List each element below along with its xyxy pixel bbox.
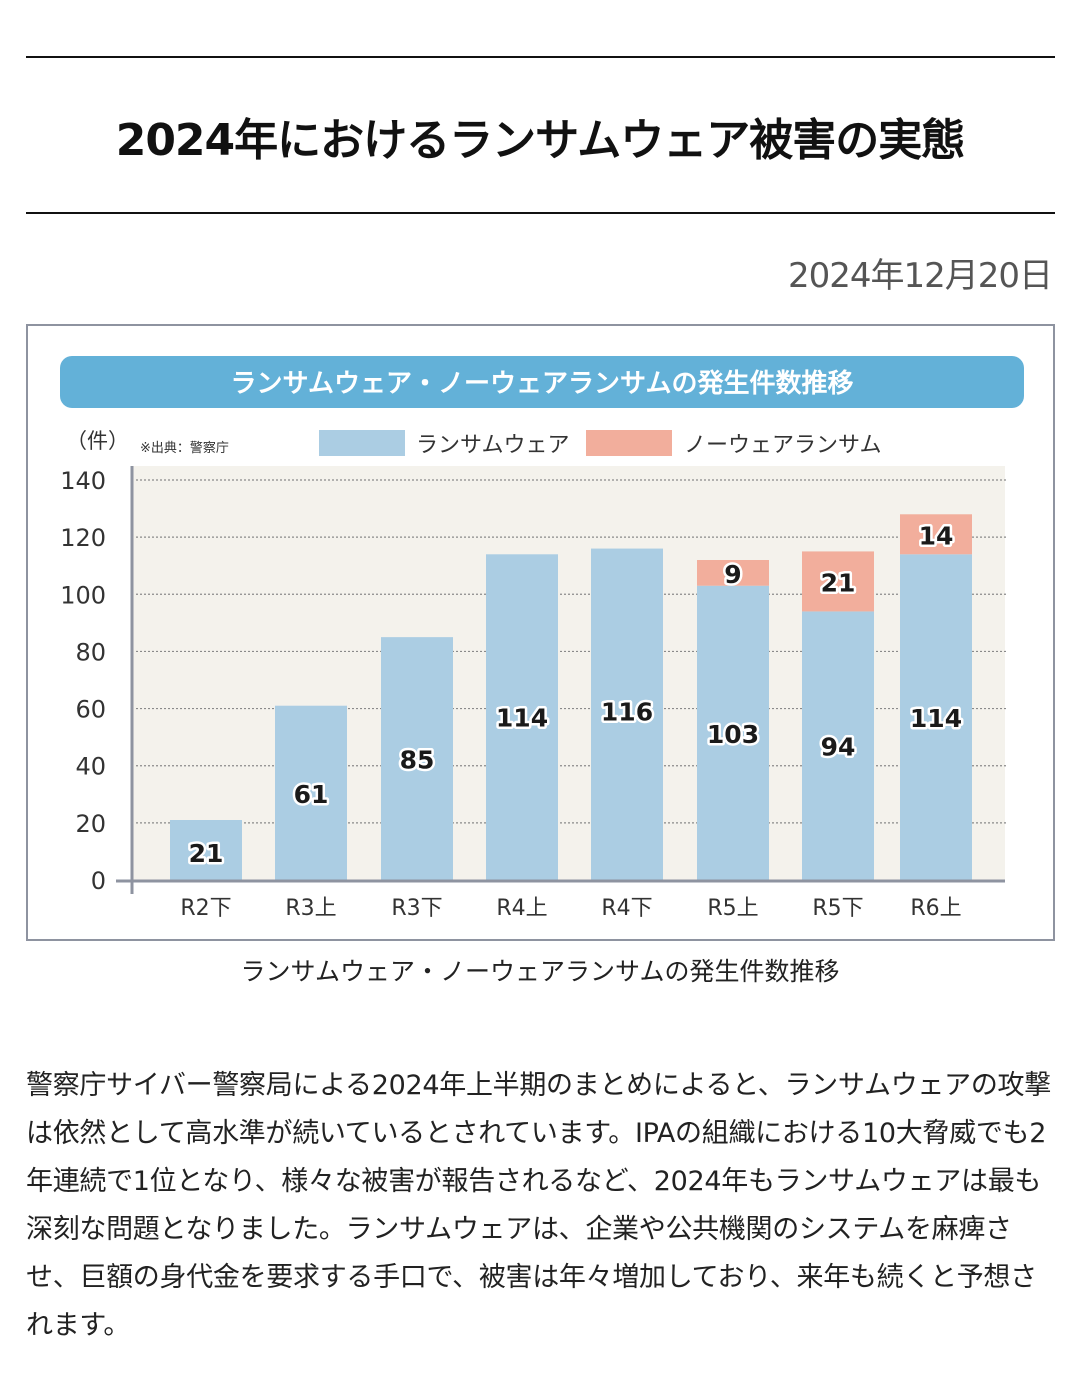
bar-ransomware	[802, 611, 874, 880]
chart-title: ランサムウェア・ノーウェアランサムの発生件数推移	[231, 369, 854, 399]
x-tick-label: R3上	[285, 896, 336, 921]
y-tick-label: 80	[75, 638, 106, 666]
y-tick-label: 40	[75, 753, 106, 781]
x-tick-label: R4下	[601, 896, 652, 921]
bar-ransomware	[381, 637, 453, 880]
bar-ransomware	[900, 554, 972, 880]
plot-area	[132, 466, 1005, 880]
top-rule	[26, 56, 1055, 58]
bar-noware	[802, 551, 874, 612]
chart-figure: ランサムウェア・ノーウェアランサムの発生件数推移 （件） ※出典：警察庁 ランサ…	[26, 324, 1055, 941]
x-tick-label: R4上	[496, 896, 547, 921]
x-tick-label: R6上	[910, 896, 961, 921]
data-label: 9	[724, 560, 741, 589]
y-tick-label: 0	[91, 867, 106, 895]
bar-ransomware	[275, 705, 347, 880]
publish-date: 2024年12月20日	[787, 256, 1053, 296]
legend-label-ransomware: ランサムウェア	[416, 433, 570, 458]
data-label: 114	[496, 703, 548, 732]
bar-ransomware	[591, 548, 663, 880]
bar-ransomware	[697, 585, 769, 880]
data-label: 94	[821, 733, 856, 762]
article-paragraph: 警察庁サイバー警察局による2024年上半期のまとめによると、ランサムウェアの攻撃…	[26, 1070, 1051, 1341]
data-label: 85	[400, 746, 435, 775]
bar-ransomware	[170, 820, 242, 880]
data-label: 61	[294, 780, 329, 809]
bar-ransomware	[486, 554, 558, 880]
legend-swatch-noware	[586, 430, 672, 456]
source-note: ※出典：警察庁	[140, 440, 229, 456]
x-tick-label: R5上	[707, 896, 758, 921]
y-tick-label: 60	[75, 696, 106, 724]
data-label: 21	[821, 568, 856, 597]
x-tick-label: R2下	[180, 896, 231, 921]
data-label: 116	[601, 698, 653, 727]
data-label: 103	[707, 720, 759, 749]
x-tick-label: R3下	[391, 896, 442, 921]
bar-noware	[697, 560, 769, 586]
x-tick-label: R5下	[812, 896, 863, 921]
figure-caption: ランサムウェア・ノーウェアランサムの発生件数推移	[240, 957, 840, 986]
bar-noware	[900, 514, 972, 555]
data-label: 114	[910, 704, 962, 733]
y-tick-label: 140	[60, 467, 106, 495]
y-axis-unit-label: （件）	[66, 429, 129, 453]
y-tick-label: 100	[60, 581, 106, 609]
page-title: 2024年におけるランサムウェア被害の実態	[115, 115, 966, 166]
data-label: 14	[919, 521, 954, 550]
chart-title-banner	[60, 356, 1024, 408]
data-label: 21	[189, 839, 224, 868]
legend-label-noware: ノーウェアランサム	[684, 433, 882, 458]
legend-swatch-ransomware	[319, 430, 405, 456]
chart-svg: ランサムウェア・ノーウェアランサムの発生件数推移 （件） ※出典：警察庁 ランサ…	[60, 356, 1024, 921]
y-tick-label: 20	[75, 810, 106, 838]
title-bottom-rule	[26, 212, 1055, 214]
y-tick-label: 120	[60, 524, 106, 552]
